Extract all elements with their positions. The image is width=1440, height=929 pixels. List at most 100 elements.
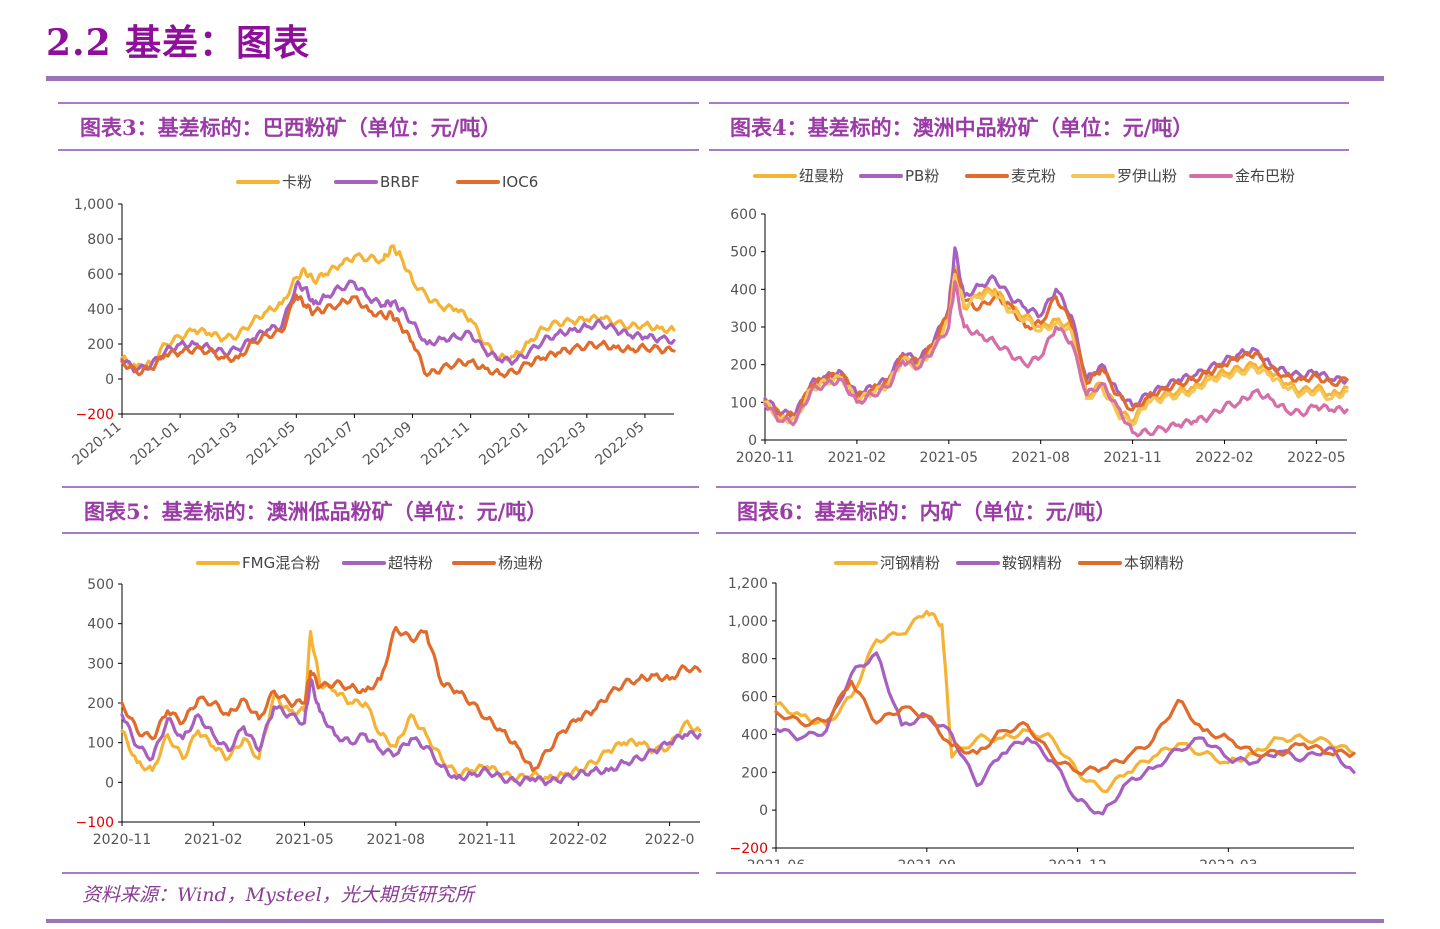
y-tick-label: 0: [748, 433, 757, 449]
x-tick-label: 2021-09: [898, 858, 957, 864]
y-tick-label: 0: [759, 803, 768, 819]
panel-rule: [716, 532, 1356, 534]
panel-rule: [58, 149, 699, 151]
chart5-title: 图表5：基差标的：澳洲低品粉矿（单位：元/吨）: [84, 499, 548, 524]
panel-rule: [716, 486, 1356, 488]
panel-rule: [62, 532, 699, 534]
chart6-title: 图表6：基差标的：内矿（单位：元/吨）: [737, 499, 1117, 524]
legend-label: 河钢精粉: [880, 554, 940, 572]
series-line-2: [120, 626, 702, 772]
panel-rule: [62, 872, 699, 874]
y-tick-label: 0: [105, 775, 114, 791]
legend-label: BRBF: [380, 173, 420, 191]
x-tick-label: 2021-08: [1011, 450, 1070, 466]
y-tick-label: 1,000: [74, 197, 114, 213]
legend-label: 本钢精粉: [1124, 554, 1184, 572]
y-tick-label: 500: [730, 245, 757, 261]
x-tick-label: 2020-11: [69, 419, 124, 469]
x-tick-label: 2021-08: [367, 832, 426, 848]
x-tick-label: 2022-01: [476, 419, 531, 469]
y-tick-label: 400: [741, 727, 768, 743]
x-tick-label: 2021-11: [1103, 450, 1162, 466]
x-tick-label: 2022-05: [1287, 450, 1346, 466]
y-tick-label: 0: [105, 372, 114, 388]
x-tick-label: 2020-11: [736, 450, 795, 466]
legend-label: 杨迪粉: [498, 554, 543, 572]
panel-rule: [58, 102, 699, 104]
page-title: 2.2 基差：图表: [46, 22, 311, 64]
legend-label: 纽曼粉: [799, 167, 844, 185]
y-tick-label: 200: [87, 337, 114, 353]
series-line-1: [120, 677, 702, 787]
x-tick-label: 2021-01: [128, 419, 183, 469]
x-tick-label: 2021-02: [184, 832, 243, 848]
y-tick-label: −200: [76, 407, 114, 423]
chart-australia-low-grade: −100 0 100 200 300 400 500 2020-11 2021-02 2021-0…: [76, 554, 702, 848]
y-tick-label: 400: [87, 302, 114, 318]
x-tick-label: 2021-11: [418, 419, 473, 469]
y-tick-label: 400: [87, 617, 114, 633]
bottom-rule: [46, 919, 1384, 923]
y-tick-label: 600: [741, 690, 768, 706]
chart-australia-mid-grade: 0 100 200 300 400 500 600 2020-11 2021-02 2021-05…: [730, 167, 1349, 466]
y-tick-label: 300: [87, 656, 114, 672]
legend-label: 罗伊山粉: [1117, 167, 1177, 185]
x-tick-label: 2021-05: [275, 832, 334, 848]
legend-label: 卡粉: [282, 173, 312, 191]
panel-rule: [709, 149, 1349, 151]
y-tick-label: −100: [76, 815, 114, 831]
y-tick-label: 800: [741, 652, 768, 668]
series-line-2: [120, 293, 676, 379]
legend-label: 超特粉: [388, 554, 433, 572]
y-tick-label: 1,000: [728, 614, 768, 630]
x-tick-label: 2022-02: [549, 832, 608, 848]
series-line-1: [120, 279, 676, 374]
y-tick-label: 300: [730, 320, 757, 336]
series-line-3: [763, 272, 1349, 427]
x-tick-label: 2021-06: [747, 858, 806, 864]
y-tick-label: 600: [87, 267, 114, 283]
legend-label: 金布巴粉: [1235, 167, 1295, 185]
x-tick-label: 2021-02: [828, 450, 887, 466]
y-tick-label: 800: [87, 232, 114, 248]
chart3-title: 图表3：基差标的：巴西粉矿（单位：元/吨）: [80, 115, 502, 140]
series-line-0: [774, 609, 1356, 794]
legend-label: FMG混合粉: [242, 554, 320, 572]
legend-label: IOC6: [502, 173, 538, 191]
y-tick-label: 200: [87, 696, 114, 712]
y-tick-label: 500: [87, 577, 114, 593]
x-tick-label: 2021-11: [458, 832, 516, 848]
title-rule: [46, 76, 1384, 81]
y-tick-label: 100: [730, 395, 757, 411]
chart-domestic-ore: −200 0 200 400 600 800 1,000 1,200 2021-06 2021-0…: [728, 554, 1356, 864]
legend-label: 鞍钢精粉: [1002, 554, 1062, 572]
source-note: 资料来源：Wind，Mysteel，光大期货研究所: [82, 884, 474, 906]
y-tick-label: 400: [730, 282, 757, 298]
x-tick-label: 2022-05: [592, 419, 647, 469]
x-tick-label: 2022-03: [534, 419, 589, 469]
x-tick-label: 2021-05: [920, 450, 979, 466]
panel-rule: [62, 486, 699, 488]
x-tick-label: 2021-12: [1048, 858, 1107, 864]
x-tick-label: 2021-03: [186, 419, 241, 469]
y-tick-label: 200: [741, 765, 768, 781]
panel-rule: [716, 872, 1356, 874]
series-line-2: [774, 679, 1356, 776]
x-tick-label: 2022-0: [645, 832, 695, 848]
chart4-title: 图表4：基差标的：澳洲中品粉矿（单位：元/吨）: [730, 115, 1194, 140]
legend-label: 麦克粉: [1011, 167, 1056, 185]
y-tick-label: −200: [730, 841, 768, 857]
x-tick-label: 2022-02: [1195, 450, 1254, 466]
x-tick-label: 2022-03: [1199, 858, 1258, 864]
legend-label: PB粉: [905, 167, 939, 185]
series-line-1: [774, 651, 1356, 816]
x-tick-label: 2021-07: [302, 419, 357, 469]
series-line-0: [120, 244, 676, 370]
y-tick-label: 100: [87, 736, 114, 752]
x-tick-label: 2021-05: [244, 419, 299, 469]
panel-rule: [709, 102, 1349, 104]
series-line-4: [763, 280, 1349, 438]
x-tick-label: 2021-09: [360, 419, 415, 469]
y-tick-label: 600: [730, 207, 757, 223]
